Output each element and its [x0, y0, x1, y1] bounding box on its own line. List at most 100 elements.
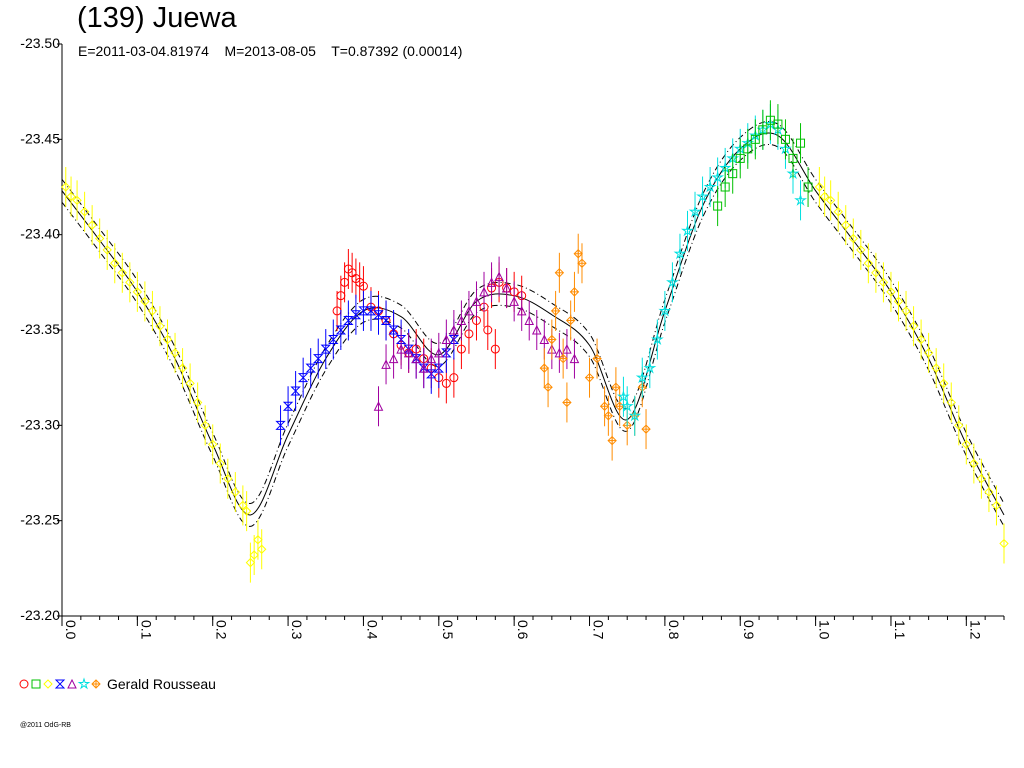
legend-marker-circle: [19, 679, 29, 689]
data-point: [358, 281, 368, 291]
y-tick-label: -23.20: [20, 607, 60, 623]
data-point: [550, 306, 561, 316]
data-point: [162, 334, 173, 345]
data-point: [803, 182, 813, 192]
data-point: [72, 195, 82, 206]
data-point: [192, 397, 203, 408]
data-point: [666, 275, 679, 288]
data-point: [456, 315, 467, 325]
data-point: [516, 305, 527, 316]
data-point: [200, 420, 210, 431]
data-point: [471, 296, 482, 306]
data-point: [592, 353, 602, 364]
data-point: [848, 233, 858, 244]
data-point: [79, 207, 90, 217]
data-point: [490, 344, 500, 354]
x-tick-label: 0.7: [591, 620, 607, 640]
data-point: [562, 343, 572, 354]
series-circle: [332, 248, 527, 404]
x-tick-label: 0.0: [63, 620, 79, 640]
legend-marker-star: [77, 677, 91, 690]
data-point: [893, 296, 904, 307]
data-point: [819, 191, 830, 202]
credit-text: @2011 OdG-RB: [20, 722, 71, 729]
data-point: [335, 325, 347, 335]
data-point: [282, 401, 294, 411]
x-tick-label: 0.1: [138, 620, 154, 640]
x-tick-label: 0.2: [214, 620, 230, 640]
data-point: [132, 287, 143, 297]
data-point: [554, 347, 565, 358]
series-triangle: [373, 256, 580, 427]
legend-marker-square: [31, 679, 41, 689]
data-point: [658, 304, 672, 317]
data-point: [543, 382, 553, 392]
y-tick-label: -23.40: [20, 226, 60, 242]
data-point: [886, 287, 896, 297]
x-tick-label: 0.8: [666, 620, 682, 640]
data-point: [814, 182, 825, 192]
data-point: [954, 420, 964, 431]
data-point: [441, 334, 452, 345]
data-point: [449, 324, 459, 335]
data-point: [931, 363, 941, 373]
data-point: [102, 245, 112, 255]
chart-title: (139) Juewa: [77, 2, 237, 34]
data-point: [758, 125, 768, 135]
data-point: [464, 305, 474, 316]
data-point: [486, 277, 497, 287]
data-points: [61, 100, 1009, 583]
data-point: [569, 353, 580, 364]
data-point: [531, 324, 542, 335]
x-tick-label: 1.1: [892, 620, 908, 640]
data-point: [433, 347, 444, 358]
data-point: [358, 306, 369, 316]
data-point: [155, 321, 165, 331]
data-point: [456, 344, 466, 354]
data-point: [688, 205, 702, 218]
data-point: [433, 363, 445, 373]
data-point: [313, 354, 324, 364]
fit-curves: [61, 121, 1005, 527]
data-point: [418, 363, 429, 373]
data-point: [841, 220, 851, 230]
data-point: [373, 401, 384, 411]
data-point: [946, 397, 956, 408]
data-point: [554, 268, 565, 278]
data-point: [577, 258, 587, 268]
data-point: [238, 500, 248, 511]
data-point: [253, 535, 263, 545]
x-tick-label: 0.4: [364, 620, 380, 640]
data-point: [230, 487, 241, 497]
data-point: [863, 258, 874, 268]
data-point: [479, 286, 489, 297]
data-point: [483, 325, 493, 335]
data-point: [794, 193, 807, 206]
data-point: [241, 506, 252, 516]
data-point: [750, 134, 760, 144]
data-point: [449, 373, 459, 383]
y-tick-label: -23.45: [20, 130, 60, 146]
data-point: [539, 363, 550, 373]
data-point: [328, 335, 339, 345]
x-tick-label: 0.5: [440, 620, 456, 640]
data-point: [569, 287, 580, 297]
data-point: [916, 334, 926, 345]
data-point: [547, 334, 557, 345]
data-point: [984, 487, 994, 497]
data-point: [290, 386, 301, 396]
data-point: [833, 207, 843, 217]
series-square: [713, 100, 813, 227]
data-point: [796, 138, 806, 148]
axes: -23.50 -23.45 -23.40 -23.35 -23.30 -23.25 -23.…: [20, 35, 1005, 640]
data-point: [650, 332, 664, 346]
legend-markers: [19, 677, 101, 690]
data-point: [125, 277, 135, 288]
data-point: [999, 538, 1009, 549]
data-point: [969, 458, 979, 469]
data-point: [603, 411, 614, 421]
y-tick-label: -23.50: [20, 35, 60, 51]
data-point: [395, 335, 407, 345]
data-point: [673, 246, 687, 260]
